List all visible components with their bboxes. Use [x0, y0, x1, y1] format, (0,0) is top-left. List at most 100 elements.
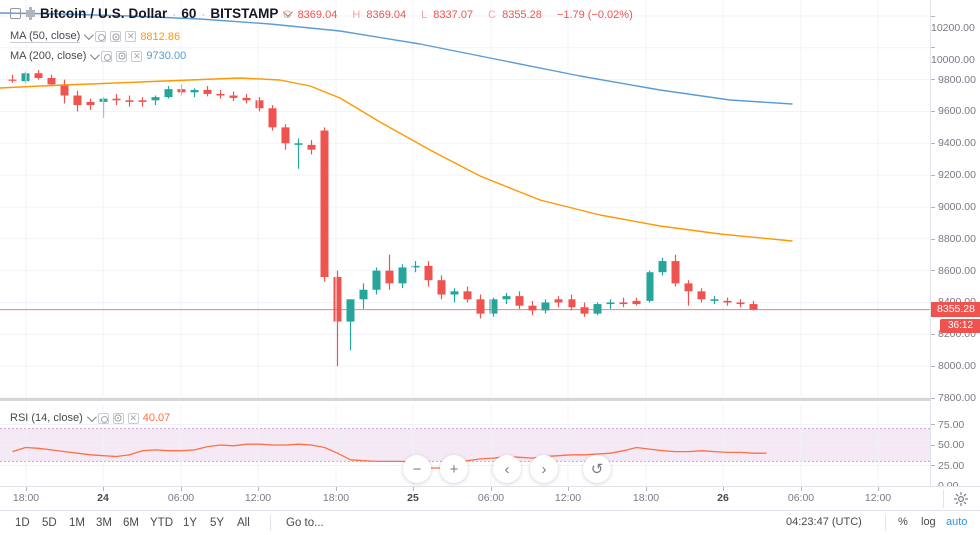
range-button-1y[interactable]: 1Y: [183, 517, 198, 529]
toolbar-separator: [885, 515, 886, 531]
price-axis-tick: 9400.00: [931, 137, 980, 149]
chevron-down-icon[interactable]: [90, 49, 101, 60]
indicator-value: 40.07: [142, 412, 171, 424]
gear-icon[interactable]: [953, 491, 969, 507]
price-axis-tick: 8600.00: [931, 265, 980, 277]
close-label: C: [488, 9, 497, 21]
visibility-icon[interactable]: [95, 31, 107, 42]
time-axis-tick: 25: [407, 492, 419, 504]
range-button-1d[interactable]: 1D: [15, 517, 30, 529]
settings-icon[interactable]: [112, 412, 124, 424]
close-icon[interactable]: ✕: [125, 31, 137, 42]
auto-scale-button[interactable]: auto: [946, 516, 968, 528]
indicator-label[interactable]: MA (50, close): [10, 30, 81, 43]
percent-scale-button[interactable]: %: [898, 516, 908, 528]
time-axis-tick: 12:00: [244, 492, 272, 504]
close-icon[interactable]: ✕: [131, 50, 143, 62]
low-value: 8337.07: [433, 9, 474, 21]
time-axis-tick: 18:00: [322, 492, 350, 504]
open-label: O: [283, 9, 292, 21]
rsi-axis-tick: 50.00: [931, 439, 980, 451]
time-axis-tick: 06:00: [477, 492, 505, 504]
symbol-name[interactable]: Bitcoin / U.S. Dollar: [40, 6, 168, 21]
time-axis-mark: [103, 487, 104, 491]
bar-countdown-badge: 36:12: [940, 318, 980, 333]
current-price-badge[interactable]: 8355.28: [931, 302, 980, 318]
high-value: 8369.04: [366, 9, 407, 21]
range-button-1m[interactable]: 1M: [69, 517, 85, 529]
range-button-3m[interactable]: 3M: [96, 517, 112, 529]
price-axis-tick: 9800.00: [931, 74, 980, 86]
range-button-6m[interactable]: 6M: [123, 517, 139, 529]
settings-icon[interactable]: [116, 50, 128, 62]
indicator-value: 8812.86: [140, 30, 181, 43]
interval-label[interactable]: 60: [181, 6, 197, 21]
symbol-legend[interactable]: Bitcoin / U.S. Dollar · 60 · BITSTAMP: [10, 6, 294, 21]
time-axis-tick: 06:00: [167, 492, 195, 504]
rsi-chart-pane[interactable]: [0, 404, 930, 486]
rsi-axis-tick: 25.00: [931, 460, 980, 472]
price-axis-tick: 8000.00: [931, 360, 980, 372]
open-value: 8369.04: [297, 9, 338, 21]
time-axis-tick: 24: [97, 492, 109, 504]
chevron-down-icon[interactable]: [84, 30, 95, 41]
time-axis-mark: [491, 487, 492, 491]
time-axis-mark: [413, 487, 414, 491]
time-axis-mark: [258, 487, 259, 491]
range-button-5y[interactable]: 5Y: [210, 517, 225, 529]
chevron-down-icon[interactable]: [86, 411, 97, 422]
time-axis-mark: [646, 487, 647, 491]
visibility-icon[interactable]: [101, 50, 113, 62]
range-button-all[interactable]: All: [237, 517, 250, 529]
scroll-right-icon[interactable]: ›: [530, 455, 558, 483]
exchange-label[interactable]: BITSTAMP: [210, 6, 279, 21]
price-chart-pane[interactable]: [0, 0, 930, 398]
time-axis-mark: [878, 487, 879, 491]
reset-chart-icon[interactable]: ↺: [583, 455, 611, 483]
price-change: −1.79 (−0.02%): [556, 9, 633, 21]
price-axis[interactable]: 10200.00 10000.00 9800.00 9600.00 9400.00 920…: [930, 0, 980, 492]
indicator-legend-ma200[interactable]: MA (200, close) ✕ 9730.00: [10, 49, 186, 62]
separator-dot: ·: [201, 6, 206, 21]
price-axis-tick: 9600.00: [931, 105, 980, 117]
pane-divider[interactable]: [0, 398, 980, 401]
zoom-in-icon[interactable]: +: [440, 455, 468, 483]
low-label: L: [421, 9, 428, 21]
close-value: 8355.28: [502, 9, 542, 21]
price-axis-tick: 9000.00: [931, 201, 980, 213]
time-axis-mark: [723, 487, 724, 491]
time-axis-mark: [26, 487, 27, 491]
visibility-icon[interactable]: [97, 412, 109, 424]
time-axis-mark: [181, 487, 182, 491]
time-axis-mark: [801, 487, 802, 491]
settings-icon[interactable]: [110, 31, 122, 42]
separator-dot: ·: [172, 6, 177, 21]
time-axis-tick: 18:00: [12, 492, 40, 504]
time-axis-tick: 12:00: [864, 492, 892, 504]
time-axis[interactable]: 18:00 24 06:00 12:00 18:00 25 06:00 12:00 18:00 2…: [0, 486, 980, 510]
range-button-5d[interactable]: 5D: [42, 517, 57, 529]
rsi-axis-tick: 75.00: [931, 419, 980, 431]
bottom-toolbar[interactable]: 1D 5D 1M 3M 6M YTD 1Y 5Y All Go to... 04:23:47 (UT…: [0, 510, 980, 535]
indicator-legend-ma50[interactable]: MA (50, close) ✕ 8812.86: [10, 30, 180, 43]
log-scale-button[interactable]: log: [921, 516, 936, 528]
price-axis-tick: 9200.00: [931, 169, 980, 181]
ohlc-values: O 8369.04 H 8369.04 L 8337.07 C 8355.28 −1.7…: [283, 9, 639, 21]
indicator-label[interactable]: MA (200, close): [10, 50, 87, 62]
axis-separator: [943, 490, 944, 508]
price-axis-tick: 10200.00: [931, 10, 980, 34]
utc-clock[interactable]: 04:23:47 (UTC): [786, 516, 862, 528]
scroll-left-icon[interactable]: ‹: [493, 455, 521, 483]
go-to-button[interactable]: Go to...: [286, 517, 324, 529]
high-label: H: [352, 9, 361, 21]
candlestick-icon: [26, 7, 35, 20]
collapse-icon[interactable]: [10, 8, 21, 19]
indicator-legend-rsi[interactable]: RSI (14, close) ✕ 40.07: [10, 411, 171, 424]
close-icon[interactable]: ✕: [127, 412, 139, 424]
indicator-label[interactable]: RSI (14, close): [10, 412, 83, 424]
price-chart-svg: [0, 0, 930, 398]
chart-nav-buttons: − + ‹ › ↺: [403, 455, 611, 483]
range-button-ytd[interactable]: YTD: [150, 517, 173, 529]
zoom-out-icon[interactable]: −: [403, 455, 431, 483]
